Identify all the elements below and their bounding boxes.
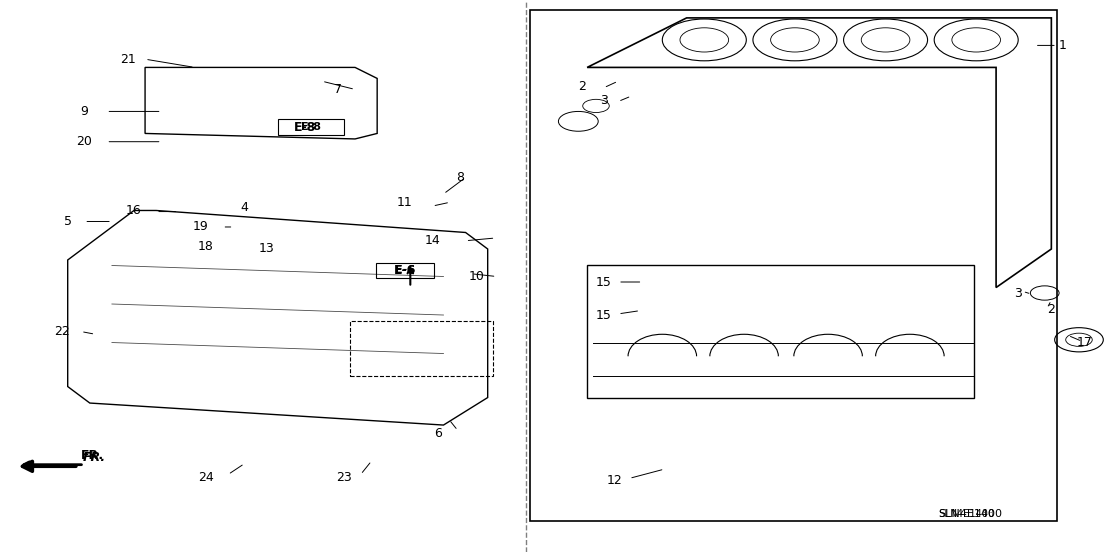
Text: E-8: E-8 <box>295 122 317 134</box>
Text: 2: 2 <box>577 80 585 93</box>
Text: FR.: FR. <box>83 451 106 464</box>
Text: 3: 3 <box>599 94 607 107</box>
Text: 5: 5 <box>63 215 72 228</box>
Text: 15: 15 <box>596 275 612 289</box>
Text: 24: 24 <box>198 471 214 484</box>
Text: FR.: FR. <box>81 450 104 462</box>
Bar <box>349 321 493 375</box>
Text: 21: 21 <box>121 53 136 66</box>
Text: 13: 13 <box>259 242 275 255</box>
Text: 8: 8 <box>456 171 464 184</box>
Text: 9: 9 <box>81 105 89 118</box>
Text: 4: 4 <box>240 201 248 214</box>
Text: E-6: E-6 <box>393 264 416 278</box>
Text: 16: 16 <box>126 204 142 217</box>
Text: SLN4E1400: SLN4E1400 <box>938 509 1003 519</box>
Text: 10: 10 <box>469 270 484 283</box>
Text: 6: 6 <box>434 427 442 440</box>
Text: 12: 12 <box>607 473 623 487</box>
Text: E-8: E-8 <box>301 122 321 132</box>
Text: 23: 23 <box>336 471 352 484</box>
Text: 2: 2 <box>1047 303 1055 316</box>
Text: 18: 18 <box>198 240 214 253</box>
Text: 19: 19 <box>193 221 208 233</box>
Text: 1: 1 <box>1058 39 1066 52</box>
Text: 17: 17 <box>1077 336 1092 349</box>
Text: 20: 20 <box>76 135 92 148</box>
Text: 22: 22 <box>54 325 70 338</box>
Bar <box>376 263 433 278</box>
Text: 11: 11 <box>397 196 412 208</box>
Text: 15: 15 <box>596 309 612 321</box>
Text: E-6: E-6 <box>394 265 414 275</box>
Text: 14: 14 <box>424 234 440 247</box>
Text: SLN4E1400: SLN4E1400 <box>938 509 995 519</box>
Bar <box>278 119 343 134</box>
Text: 7: 7 <box>335 83 342 96</box>
Text: 3: 3 <box>1014 286 1023 300</box>
